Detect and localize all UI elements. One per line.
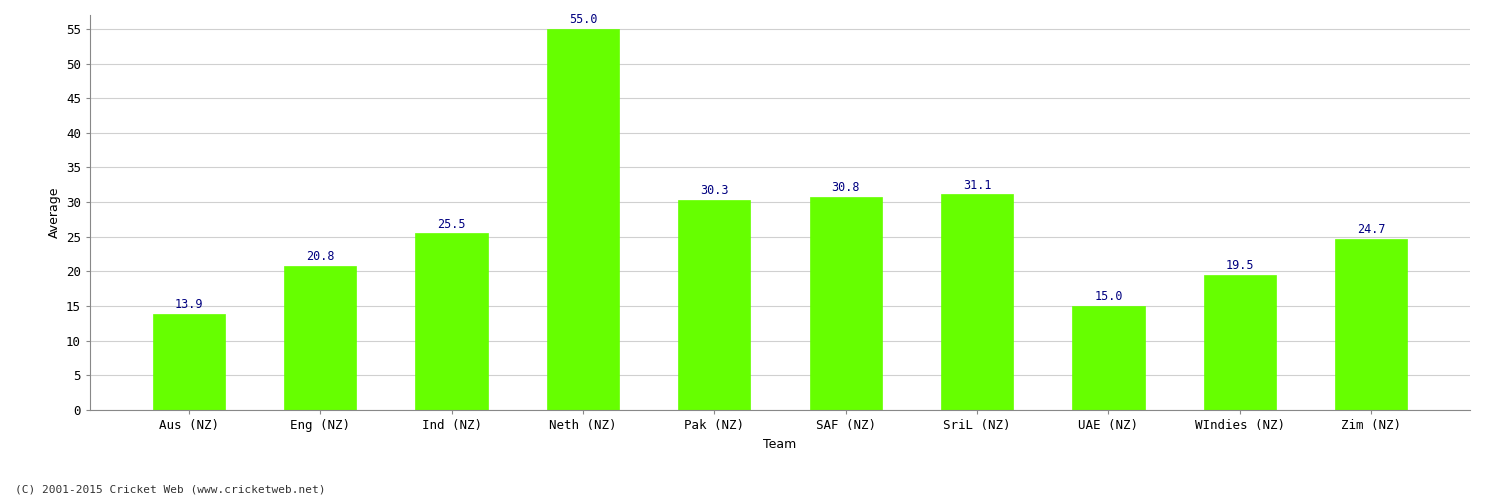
Bar [548, 29, 620, 410]
Y-axis label: Average: Average [48, 186, 60, 238]
Text: 55.0: 55.0 [568, 13, 597, 26]
Bar [810, 196, 882, 410]
Text: 25.5: 25.5 [438, 218, 466, 230]
Bar [1072, 306, 1144, 410]
Bar [1335, 239, 1407, 410]
Text: 24.7: 24.7 [1358, 223, 1386, 236]
Bar [284, 266, 357, 410]
Text: 30.3: 30.3 [700, 184, 729, 198]
Text: 30.8: 30.8 [831, 181, 860, 194]
Bar [940, 194, 1012, 410]
Bar [1203, 275, 1276, 410]
Bar [153, 314, 225, 410]
Bar [678, 200, 750, 410]
Text: 13.9: 13.9 [174, 298, 202, 311]
Bar [416, 234, 488, 410]
Text: 19.5: 19.5 [1226, 259, 1254, 272]
Text: 31.1: 31.1 [963, 178, 992, 192]
X-axis label: Team: Team [764, 438, 796, 450]
Text: (C) 2001-2015 Cricket Web (www.cricketweb.net): (C) 2001-2015 Cricket Web (www.cricketwe… [15, 485, 326, 495]
Text: 15.0: 15.0 [1094, 290, 1122, 304]
Text: 20.8: 20.8 [306, 250, 334, 263]
